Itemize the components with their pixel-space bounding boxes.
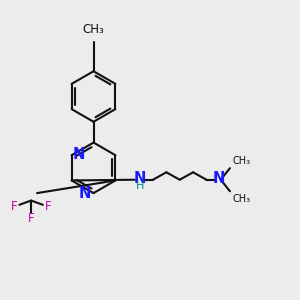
Text: F: F	[11, 200, 17, 213]
Text: F: F	[45, 200, 52, 213]
Text: F: F	[28, 212, 34, 226]
Text: N: N	[134, 171, 146, 186]
Text: N: N	[79, 186, 92, 201]
Text: CH₃: CH₃	[232, 194, 250, 204]
Text: N: N	[212, 171, 224, 186]
Text: CH₃: CH₃	[232, 156, 250, 166]
Text: N: N	[73, 146, 85, 161]
Text: CH₃: CH₃	[83, 23, 104, 37]
Text: H: H	[136, 181, 144, 191]
